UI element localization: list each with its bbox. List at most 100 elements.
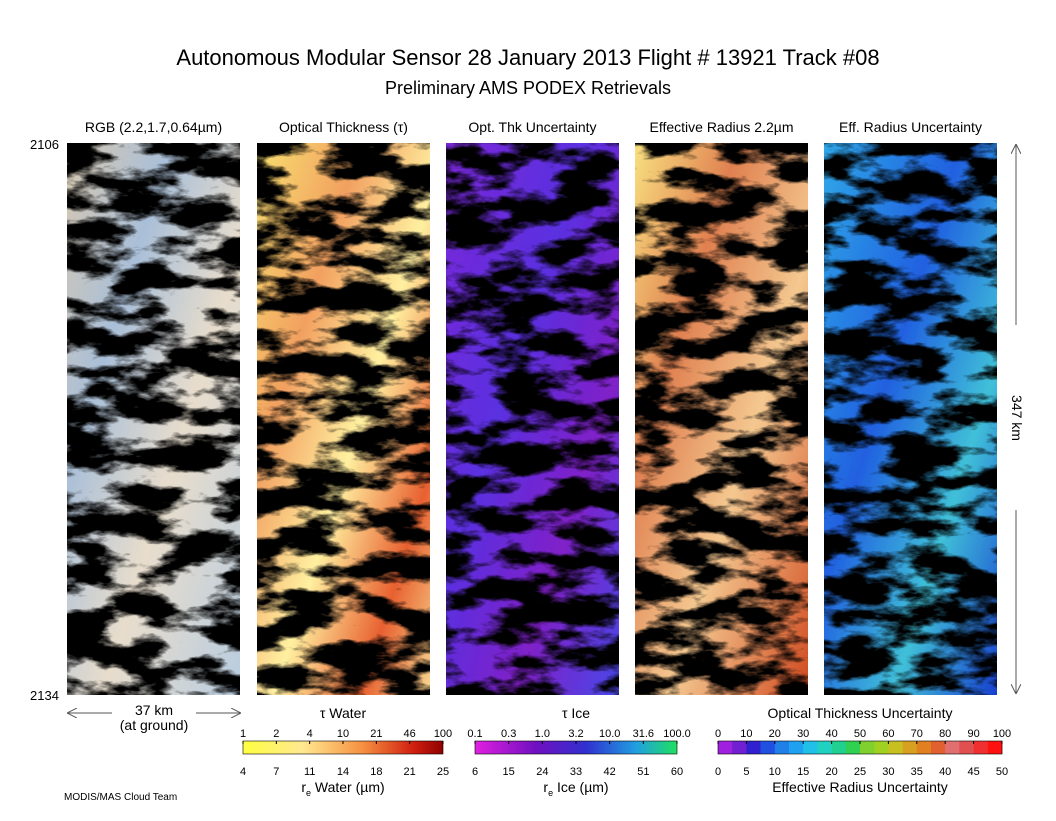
panel-title: Optical Thickness (τ) <box>279 119 408 135</box>
symbol: r <box>543 779 548 795</box>
colorbar-tick-label: 10.0 <box>599 728 620 740</box>
colorbar-segment <box>845 741 861 754</box>
panel-title: RGB (2.2,1.7,0.64µm) <box>85 119 222 135</box>
colorbar-tick-label: 11 <box>304 766 315 778</box>
colorbar-tick-label: 0 <box>715 728 721 740</box>
colorbar-tick-label: 90 <box>967 728 979 740</box>
colorbar-tick-label: 10 <box>769 766 781 778</box>
colorbar-segment <box>888 741 903 754</box>
colorbar-segment <box>987 741 1003 754</box>
colorbar-tick-label: 0 <box>715 766 721 778</box>
subtitle-text: Ice (µm) <box>553 779 609 795</box>
subscript: e <box>548 788 553 798</box>
colorbar-tick-label: 31.6 <box>633 728 654 740</box>
colorbar-title: τ Water <box>320 705 367 721</box>
colorbar-tick-label: 15 <box>503 766 515 778</box>
colorbar-subtitle: re Ice (µm) <box>543 779 608 798</box>
colorbar-tick-label: 51 <box>637 766 649 778</box>
colorbar-segment <box>945 741 960 754</box>
colorbar-tick-label: 33 <box>570 766 582 778</box>
colorbar-tick-label: 3.2 <box>568 728 583 740</box>
colorbar-segment <box>746 741 761 754</box>
colorbar-tick-label: 5 <box>743 766 749 778</box>
symbol: r <box>301 779 306 795</box>
colorbar-tick-label: 21 <box>370 728 382 740</box>
colorbar-tick-label: 100 <box>434 728 452 740</box>
colorbar-tick-label: 6 <box>472 766 478 778</box>
panel-title: Eff. Radius Uncertainty <box>839 119 982 135</box>
panel-image <box>635 143 808 695</box>
colorbar-tick-label: 25 <box>854 766 866 778</box>
colorbar-segment <box>860 741 875 754</box>
colorbar-tick-label: 46 <box>404 728 416 740</box>
colorbar-tick-label: 20 <box>825 766 837 778</box>
colorbar-title: τ Ice <box>562 705 590 721</box>
colorbar-tick-label: 0.1 <box>467 728 482 740</box>
colorbar-segment <box>902 741 918 754</box>
panel-image <box>257 143 430 695</box>
colorbar-segment <box>831 741 847 754</box>
title: Autonomous Modular Sensor 28 January 201… <box>176 45 879 70</box>
panel-image <box>67 143 240 695</box>
colorbar-tick-label: 30 <box>882 766 894 778</box>
colorbar-tick-label: 15 <box>797 766 809 778</box>
swath-width-note: (at ground) <box>120 717 188 733</box>
panel-title: Opt. Thk Uncertainty <box>468 119 596 135</box>
colorbar-subtitle: re Water (µm) <box>301 779 384 798</box>
colorbar-tick-label: 10 <box>337 728 349 740</box>
colorbar-tick-label: 24 <box>536 766 548 778</box>
colorbar-segment <box>803 741 818 754</box>
colorbar-segment <box>874 741 889 754</box>
colorbar-tick-label: 70 <box>911 728 923 740</box>
colorbar-tick-label: 100.0 <box>663 728 691 740</box>
colorbar-segment <box>959 741 974 754</box>
colorbar-tick-label: 4 <box>307 728 313 740</box>
panel-image <box>446 143 619 695</box>
colorbar-tick-label: 1 <box>240 728 246 740</box>
colorbar-title: Optical Thickness Uncertainty <box>768 705 953 721</box>
colorbar-tick-label: 45 <box>967 766 979 778</box>
colorbar-tick-label: 40 <box>825 728 837 740</box>
colorbar-segment <box>931 741 946 754</box>
colorbar-tick-label: 42 <box>604 766 616 778</box>
colorbar-tick-label: 7 <box>273 766 279 778</box>
colorbar-segment <box>732 741 747 754</box>
colorbar-tick-label: 1.0 <box>535 728 550 740</box>
colorbar-tick-label: 50 <box>854 728 866 740</box>
colorbar-tick-label: 14 <box>337 766 349 778</box>
colorbar-segment <box>817 741 832 754</box>
colorbar-tick-label: 60 <box>671 766 683 778</box>
colorbar-tick-label: 80 <box>939 728 951 740</box>
colorbar-segment <box>718 741 733 754</box>
colorbar-tick-label: 20 <box>769 728 781 740</box>
swath-length: 347 km <box>1009 395 1025 441</box>
colorbar-tick-label: 35 <box>911 766 923 778</box>
colorbar-segment <box>973 741 989 754</box>
colorbar-tick-label: 4 <box>240 766 246 778</box>
colorbar-tick-label: 50 <box>996 766 1008 778</box>
colorbar-segment <box>774 741 790 754</box>
colorbar-tick-label: 30 <box>797 728 809 740</box>
colorbar-tick-label: 21 <box>404 766 416 778</box>
colorbar-tick-label: 40 <box>939 766 951 778</box>
panels: RGB (2.2,1.7,0.64µm) Optical Thickness (τ… <box>67 119 997 695</box>
swath-width: 37 km <box>135 702 173 718</box>
scan-end: 2134 <box>30 688 59 703</box>
colorbar-subtitle: Effective Radius Uncertainty <box>772 779 948 795</box>
subtitle-text: Effective Radius Uncertainty <box>772 779 948 795</box>
panel-title: Effective Radius 2.2µm <box>650 119 794 135</box>
subtitle-text: Water (µm) <box>311 779 385 795</box>
subtitle: Preliminary AMS PODEX Retrievals <box>385 78 671 98</box>
scan-start: 2106 <box>30 137 59 152</box>
colorbar-segment <box>760 741 776 754</box>
credit: MODIS/MAS Cloud Team <box>64 792 177 803</box>
colorbar-tick-label: 60 <box>882 728 894 740</box>
colorbar-segment <box>916 741 932 754</box>
panel-image <box>824 143 997 695</box>
subscript: e <box>306 788 311 798</box>
colorbar-tick-label: 2 <box>273 728 279 740</box>
colorbar-tick-label: 0.3 <box>501 728 516 740</box>
colorbar-tick-label: 25 <box>437 766 449 778</box>
